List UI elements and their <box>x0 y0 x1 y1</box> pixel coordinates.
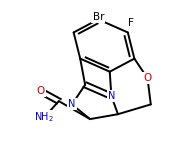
Text: N: N <box>108 91 115 101</box>
Text: F: F <box>128 18 134 28</box>
Text: O: O <box>143 73 152 83</box>
Text: N: N <box>68 99 76 109</box>
Text: NH$_2$: NH$_2$ <box>34 111 54 124</box>
Text: Br: Br <box>92 12 104 22</box>
Text: O: O <box>37 86 45 96</box>
